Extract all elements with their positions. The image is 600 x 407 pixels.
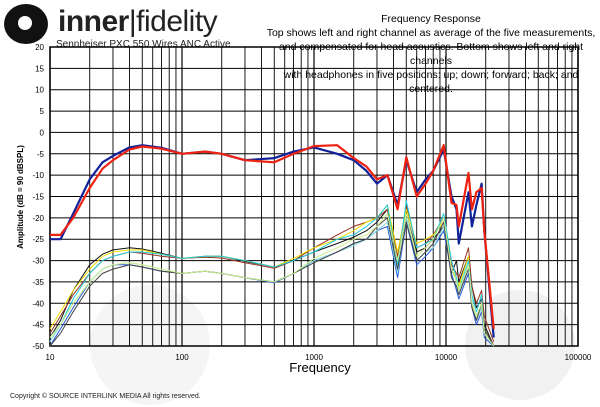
y-tick-label: -25: [32, 235, 44, 244]
y-tick-label: -5: [37, 150, 45, 159]
x-tick-label: 100: [175, 353, 189, 362]
series-line-position-8: [49, 213, 495, 347]
x-tick-label: 10: [46, 353, 55, 362]
grid: [49, 46, 579, 347]
y-tick-label: 15: [35, 64, 44, 73]
brand-light: |fidelity: [128, 5, 218, 38]
x-tick-label: 10000: [435, 353, 458, 362]
yin-yang-icon: [4, 4, 48, 44]
x-tick-label: 1000: [305, 353, 323, 362]
copyright-notice: Copyright © SOURCE INTERLINK MEDIA All r…: [10, 393, 201, 400]
chart-description-line: Top shows left and right channel as aver…: [266, 27, 596, 39]
y-tick-label: -50: [32, 342, 44, 351]
y-tick-label: -10: [32, 171, 44, 180]
y-tick-label: -35: [32, 278, 44, 287]
plot-border: [49, 46, 579, 347]
y-tick-label: -45: [32, 321, 44, 330]
series-line-position-3: [49, 204, 495, 347]
y-tick-label: 10: [35, 86, 44, 95]
brand-bold: inner: [58, 5, 129, 38]
x-axis-label: Frequency: [289, 360, 351, 375]
chart-title: Frequency Response: [381, 13, 481, 25]
brand-name: inner|fidelity: [58, 5, 218, 38]
y-axis-label: Amplitude (dB = 90 dBSPL): [16, 145, 25, 249]
series-line-left-average: [50, 144, 495, 338]
y-tick-label: -30: [32, 257, 44, 266]
y-tick-label: 0: [40, 128, 45, 137]
series-line-position-1: [49, 208, 495, 347]
chart-title-block: Frequency Response Top shows left and ri…: [262, 12, 600, 96]
y-tick-label: -15: [32, 193, 44, 202]
y-tick-label: 20: [35, 43, 44, 52]
product-subtitle: Sennheiser PXC 550 Wires ANC Active: [56, 39, 231, 50]
x-tick-label: 100000: [565, 353, 592, 362]
watermark-circle: [90, 285, 210, 405]
innerfidelity-logo: [4, 4, 48, 44]
series-lines: [49, 144, 495, 347]
series-line-right-average: [50, 144, 495, 330]
y-tick-label: -20: [32, 214, 44, 223]
y-tick-label: 5: [40, 107, 45, 116]
series-line-position-7: [49, 217, 495, 347]
y-tick-label: -40: [32, 299, 44, 308]
chart-description-line: with headphones in five positions: up; d…: [283, 69, 579, 95]
